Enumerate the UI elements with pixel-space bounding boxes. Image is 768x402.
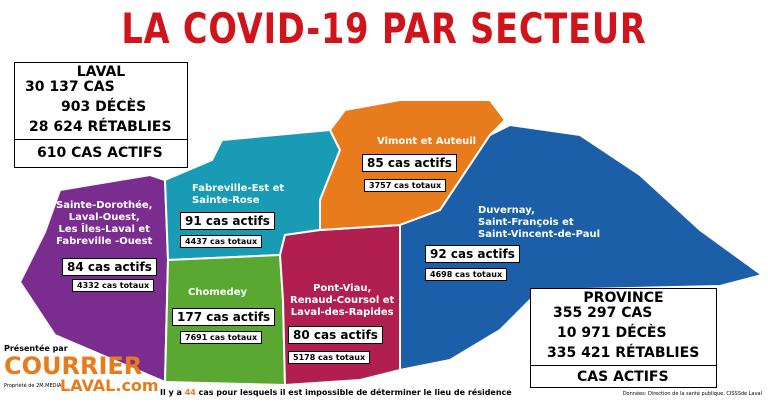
total-cases: 4698 cas totaux xyxy=(425,268,508,281)
footnote-number: 44 xyxy=(184,388,196,397)
total-cases: 7691 cas totaux xyxy=(180,331,263,344)
active-cases: 177 cas actifs xyxy=(172,308,276,326)
name-line: Laval-des-Rapides xyxy=(290,307,394,318)
sponsor-label: Présentée par xyxy=(4,344,68,353)
name-line: Vimont et Auteuil xyxy=(377,136,477,147)
sponsor-tagline: Propriété de 2M.MEDIA xyxy=(4,383,62,389)
province-recovered: 335 421 RÉTABLIES xyxy=(547,345,700,361)
total-cases: 4437 cas totaux xyxy=(180,235,263,248)
footnote: Il y a 44 cas pour lesquels il est impos… xyxy=(160,388,512,397)
province-deaths: 10 971 DÉCÈS xyxy=(557,325,667,341)
laval-cases: 30 137 CAS xyxy=(25,79,115,95)
name-line: Fabreville-Est et xyxy=(192,183,285,194)
name-line: Fabreville -Ouest xyxy=(56,236,153,247)
name-line: Renaud-Coursol et xyxy=(290,295,395,306)
separator xyxy=(531,365,716,366)
laval-active: 610 CAS ACTIFS xyxy=(37,145,163,161)
active-cases: 92 cas actifs xyxy=(425,245,520,263)
active-cases: 85 cas actifs xyxy=(362,154,457,172)
source: Données: Direction de la santé publique,… xyxy=(622,391,762,397)
laval-box: LAVAL 30 137 CAS 903 DÉCÈS 28 624 RÉTABL… xyxy=(14,62,188,168)
sector-name: Pont-Viau, Renaud-Coursol et Laval-des-Rap… xyxy=(290,283,394,319)
province-box: PROVINCE 355 297 CAS 10 971 DÉCÈS 335 42… xyxy=(530,288,717,388)
laval-deaths: 903 DÉCÈS xyxy=(61,99,147,115)
separator xyxy=(15,139,187,140)
province-active: CAS ACTIFS xyxy=(577,369,669,385)
footnote-text: cas pour lesquels il est impossible de d… xyxy=(195,388,512,397)
sector-name: Vimont et Auteuil xyxy=(377,136,476,148)
active-cases: 84 cas actifs xyxy=(62,258,157,276)
name-line: Les Îles-Laval et xyxy=(58,224,150,235)
title: LA COVID-19 PAR SECTEUR xyxy=(121,4,647,53)
province-cases: 355 297 CAS xyxy=(553,305,653,321)
name-line: Saint-François et xyxy=(478,217,574,228)
sector-name: Fabreville-Est et Sainte-Rose xyxy=(192,183,284,207)
name-line: Duvernay, xyxy=(478,205,535,216)
name-line: Sainte-Dorothée, xyxy=(56,200,153,211)
total-cases: 5178 cas totaux xyxy=(288,351,371,364)
laval-heading: LAVAL xyxy=(76,64,126,80)
footnote-text: Il y a xyxy=(160,388,185,397)
laval-recovered: 28 624 RÉTABLIES xyxy=(29,119,172,135)
sponsor-brand: COURRIER xyxy=(4,352,143,380)
total-cases: 3757 cas totaux xyxy=(364,179,447,192)
active-cases: 80 cas actifs xyxy=(288,326,383,344)
name-line: Saint-Vincent-de-Paul xyxy=(478,229,601,240)
name-line: Sainte-Rose xyxy=(192,195,260,206)
sector-name: Duvernay, Saint-François et Saint-Vincent-… xyxy=(478,205,600,241)
name-line: Laval-Ouest, xyxy=(68,212,140,223)
sector-name: Chomedey xyxy=(188,287,247,299)
name-line: Pont-Viau, xyxy=(313,283,372,294)
total-cases: 4332 cas totaux xyxy=(72,279,155,292)
sponsor-brand-sub: LAVAL.com xyxy=(60,376,159,395)
sector-name: Sainte-Dorothée, Laval-Ouest, Les Îles-Lav… xyxy=(56,200,152,248)
name-line: Chomedey xyxy=(188,287,247,298)
province-heading: PROVINCE xyxy=(583,290,664,306)
active-cases: 91 cas actifs xyxy=(180,212,275,230)
